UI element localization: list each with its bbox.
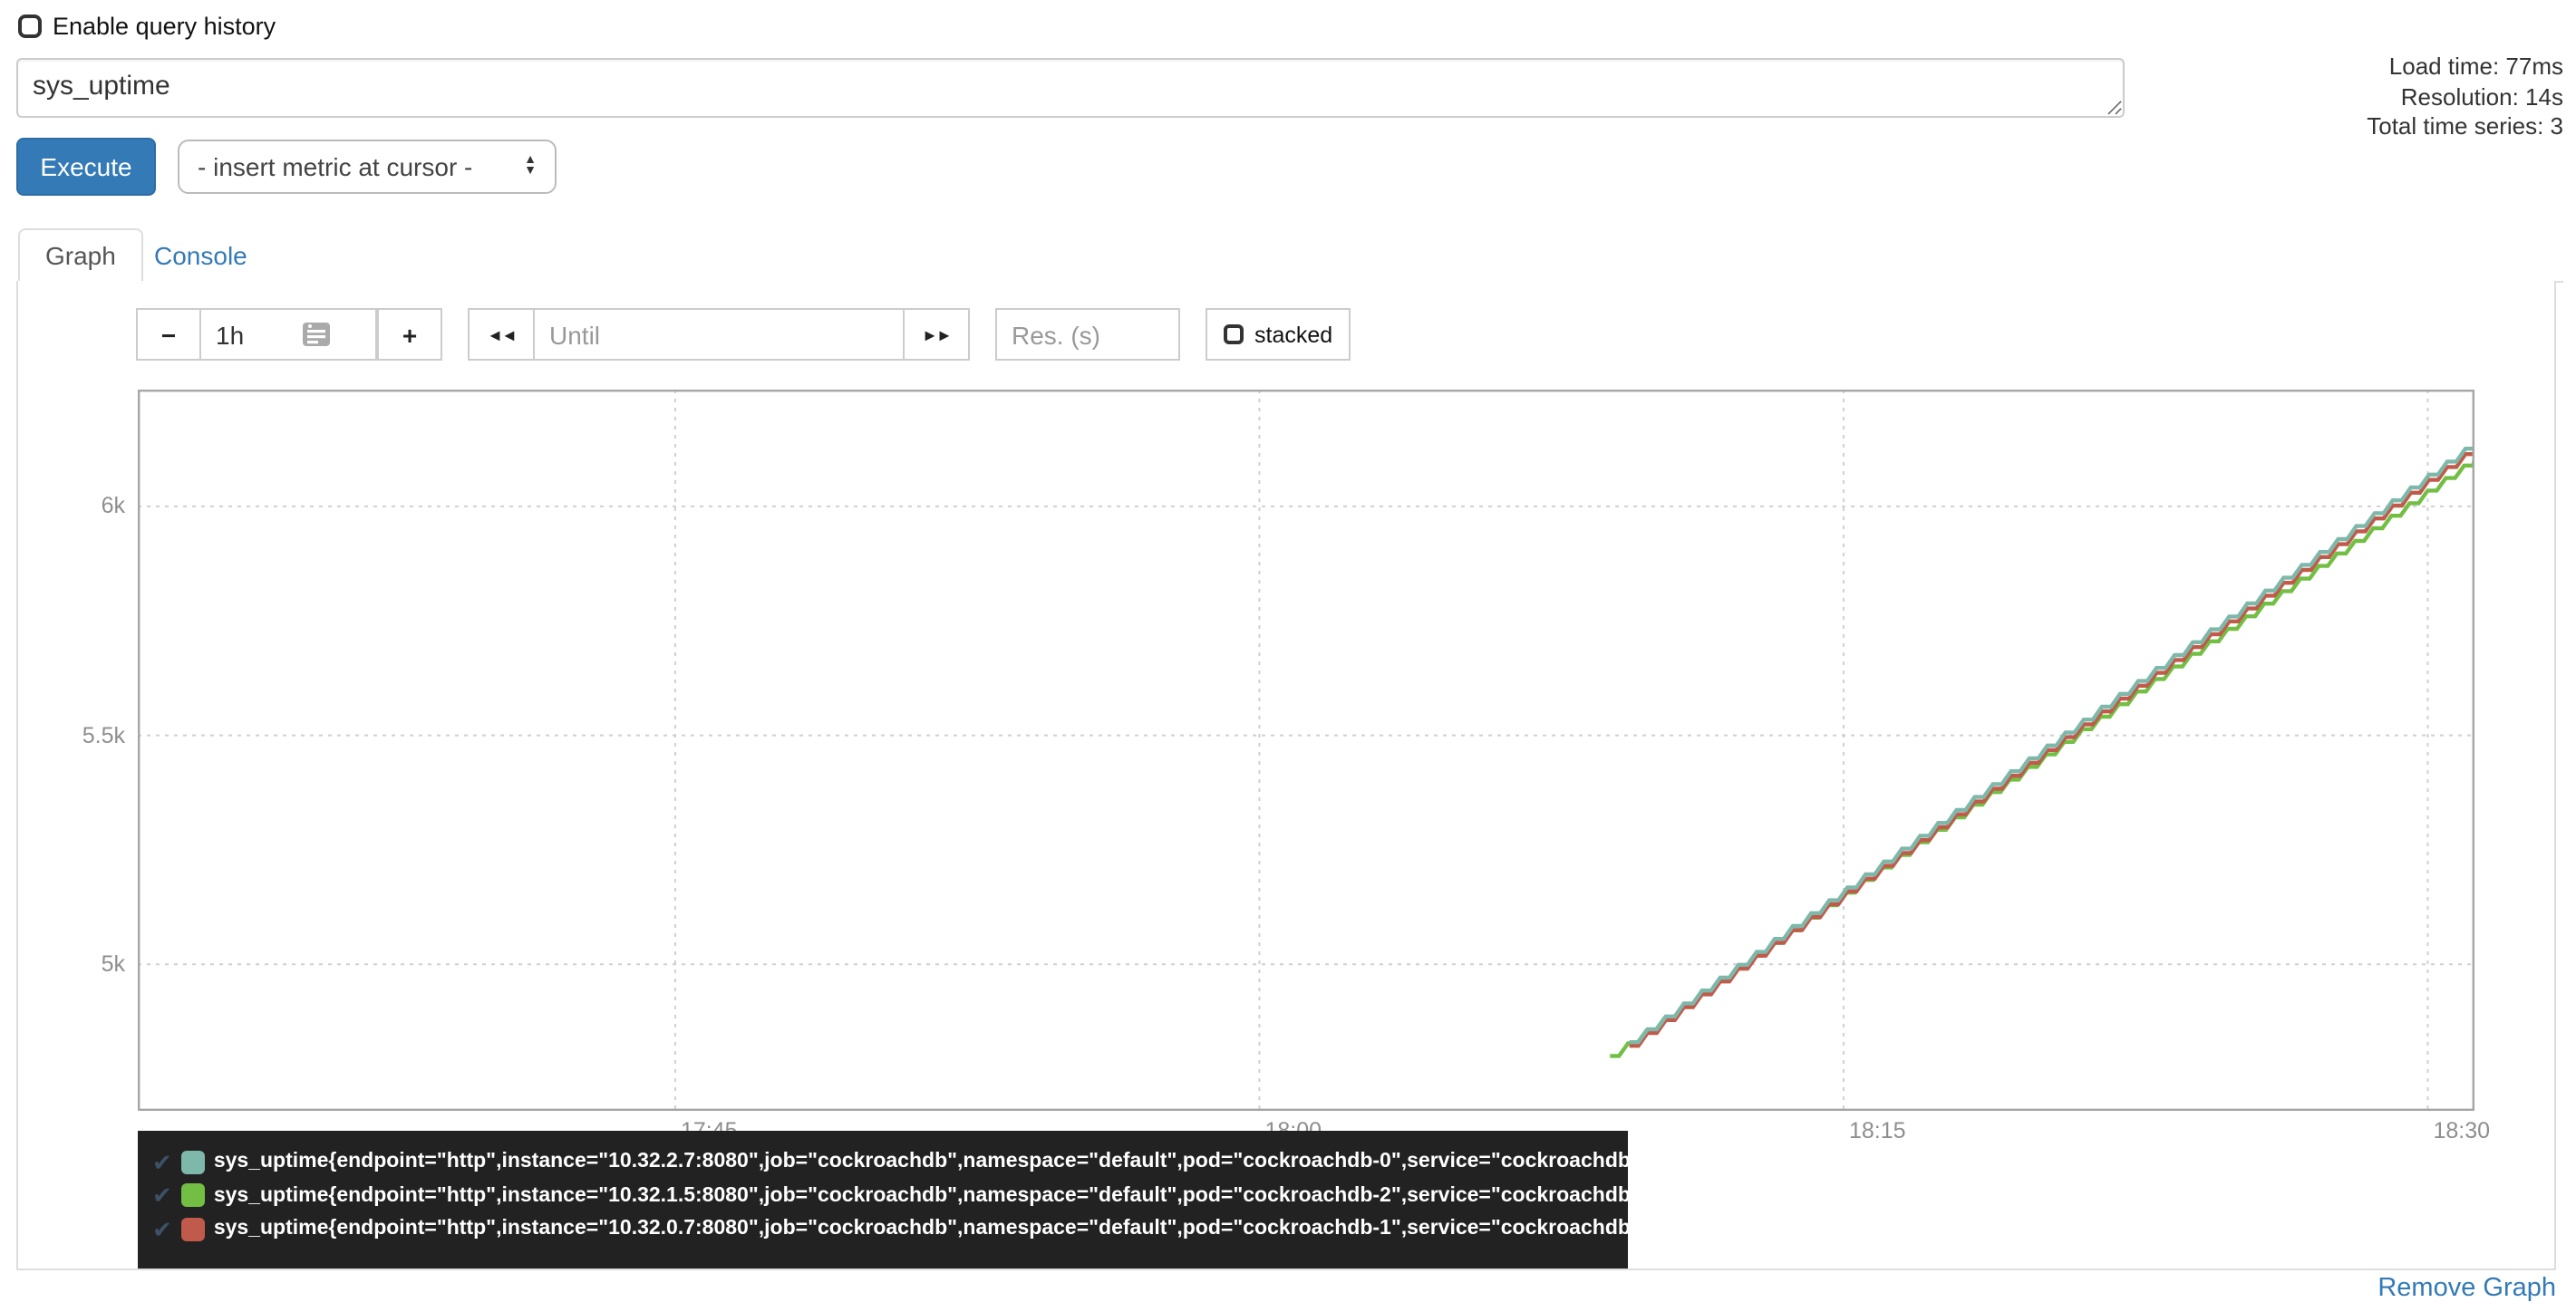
query-stats: Load time: 77ms Resolution: 14s Total ti… [2367,53,2563,142]
legend-series-label: sys_uptime{endpoint="http",instance="10.… [213,1218,1649,1240]
stacked-label: stacked [1254,322,1333,347]
stacked-toggle[interactable]: stacked [1206,308,1351,361]
time-back-button[interactable]: ◄◄ [468,308,533,361]
legend-color-swatch [180,1183,205,1208]
legend-series-label: sys_uptime{endpoint="http",instance="10.… [213,1184,1649,1207]
graph-controls: − + [136,308,1351,361]
y-tick-label: 5k [101,951,125,978]
query-expression-input[interactable]: sys_uptime [16,58,2125,118]
load-time-text: Load time: 77ms [2388,53,2563,80]
legend-color-swatch [180,1150,205,1174]
resolution-input[interactable] [995,308,1180,361]
legend-item[interactable]: ✔ sys_uptime{endpoint="http",instance="10… [152,1145,1649,1179]
legend-item[interactable]: ✔ sys_uptime{endpoint="http",instance="10… [152,1212,1649,1246]
remove-graph-link[interactable]: Remove Graph [2377,1274,2556,1303]
enable-query-history-row: Enable query history [18,13,276,40]
chart-legend: ✔ sys_uptime{endpoint="http",instance="10… [138,1131,1649,1269]
y-tick-label: 6k [101,493,125,519]
select-arrows-icon: ▲ ▼ [524,154,537,178]
legend-check-icon: ✔ [152,1182,172,1210]
range-grow-button[interactable]: + [377,308,442,361]
enable-query-history-checkbox[interactable] [18,14,42,38]
execute-button[interactable]: Execute [16,138,156,196]
resolution-text: Resolution: 14s [2400,82,2563,110]
insert-metric-select[interactable]: - insert metric at cursor - ▲ ▼ [178,140,557,194]
x-tick-label: 18:15 [1848,1118,1906,1143]
legend-color-swatch [180,1217,205,1241]
plot-canvas[interactable] [138,390,2474,1111]
y-tick-label: 5.5k [82,722,125,748]
time-control-group: ◄◄ ►► [468,308,970,361]
tab-bar: Graph Console [16,228,2563,283]
until-input[interactable] [533,308,905,361]
range-input[interactable] [201,308,377,361]
legend-check-icon: ✔ [152,1148,172,1176]
legend-series-label: sys_uptime{endpoint="http",instance="10.… [213,1151,1649,1173]
series-line [1629,442,2474,1045]
graph-panel: − + [16,281,2556,1270]
enable-query-history-label: Enable query history [53,13,276,40]
calendar-icon[interactable] [303,323,330,352]
legend-item[interactable]: ✔ sys_uptime{endpoint="http",instance="10… [152,1179,1649,1212]
stacked-checkbox[interactable] [1224,324,1244,344]
total-series-text: Total time series: 3 [2367,112,2563,140]
series-line [1629,448,2474,1048]
legend-check-icon: ✔ [152,1215,172,1243]
x-tick-label: 18:30 [2433,1118,2490,1143]
tab-console[interactable]: Console [154,241,247,270]
range-control-group: − + [136,308,442,361]
insert-metric-selected-option: - insert metric at cursor - [198,152,473,181]
range-shrink-button[interactable]: − [136,308,201,361]
time-forward-button[interactable]: ►► [905,308,970,361]
tab-graph[interactable]: Graph [18,228,143,283]
